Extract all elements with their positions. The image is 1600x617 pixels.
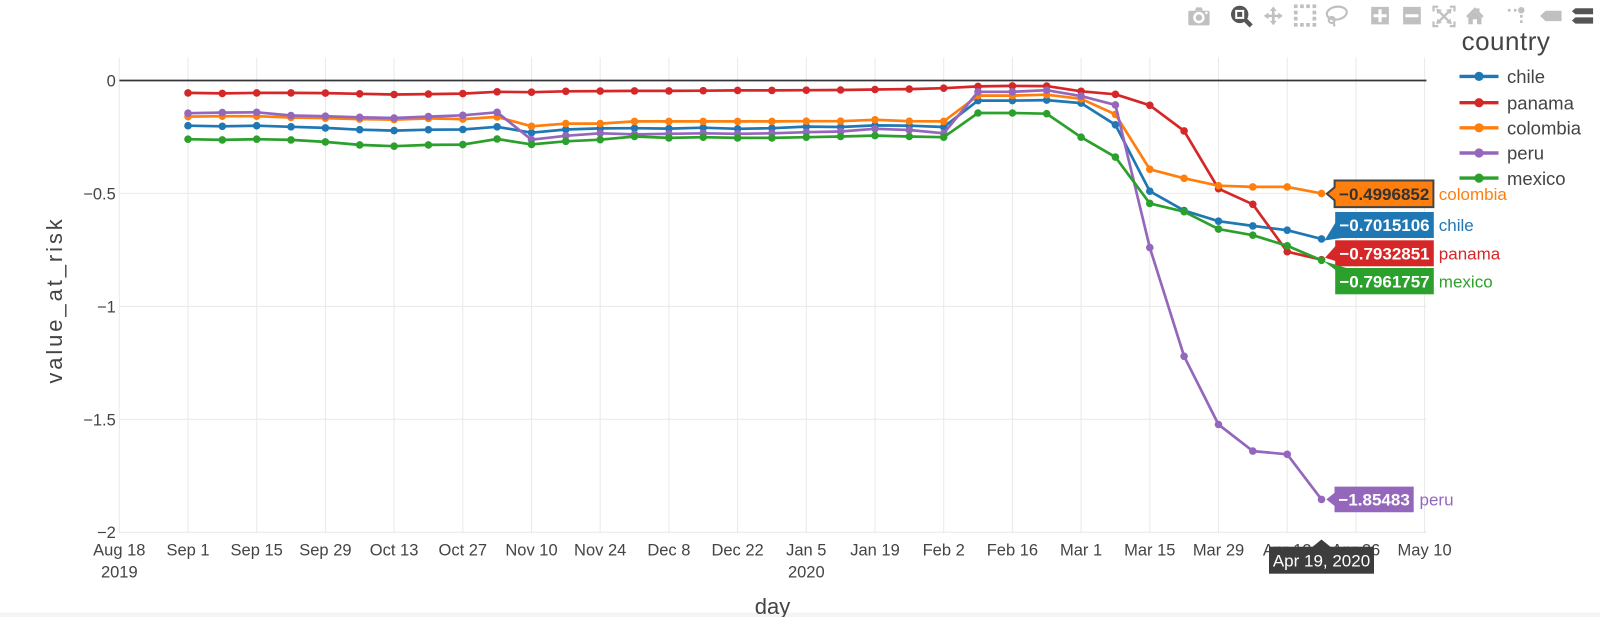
svg-text:Aug 18: Aug 18 — [93, 542, 145, 560]
svg-text:0: 0 — [107, 73, 116, 91]
svg-text:peru: peru — [1420, 491, 1454, 510]
svg-text:colombia: colombia — [1439, 185, 1508, 204]
svg-text:2019: 2019 — [101, 564, 138, 582]
svg-text:Mar 29: Mar 29 — [1193, 542, 1244, 560]
svg-text:−0.7961757: −0.7961757 — [1339, 272, 1429, 291]
svg-text:Apr 19, 2020: Apr 19, 2020 — [1273, 551, 1370, 570]
svg-text:Dec 22: Dec 22 — [711, 542, 763, 560]
svg-text:mexico: mexico — [1507, 168, 1566, 189]
svg-text:mexico: mexico — [1439, 272, 1493, 291]
svg-text:panama: panama — [1507, 92, 1575, 113]
svg-text:Oct 13: Oct 13 — [370, 542, 419, 560]
svg-text:−1.85483: −1.85483 — [1338, 491, 1409, 510]
svg-text:−0.4996852: −0.4996852 — [1339, 185, 1429, 204]
svg-text:colombia: colombia — [1507, 118, 1582, 139]
svg-text:Nov 24: Nov 24 — [574, 542, 626, 560]
svg-text:Jan 19: Jan 19 — [850, 542, 900, 560]
svg-text:Sep 15: Sep 15 — [231, 542, 283, 560]
svg-text:−1: −1 — [97, 298, 116, 316]
svg-text:−1.5: −1.5 — [83, 411, 116, 429]
svg-text:value_at_risk: value_at_risk — [42, 216, 67, 383]
svg-text:Oct 27: Oct 27 — [438, 542, 487, 560]
svg-text:−0.7932851: −0.7932851 — [1339, 245, 1429, 264]
svg-text:Sep 1: Sep 1 — [166, 542, 209, 560]
svg-text:Nov 10: Nov 10 — [505, 542, 557, 560]
svg-text:Dec 8: Dec 8 — [647, 542, 690, 560]
svg-text:peru: peru — [1507, 143, 1544, 164]
svg-text:Feb 2: Feb 2 — [923, 542, 965, 560]
svg-text:Feb 16: Feb 16 — [987, 542, 1038, 560]
svg-text:chile: chile — [1439, 216, 1474, 235]
svg-text:Jan 5: Jan 5 — [786, 542, 826, 560]
svg-text:Mar 15: Mar 15 — [1124, 542, 1175, 560]
svg-text:day: day — [755, 594, 790, 617]
svg-text:May 10: May 10 — [1398, 542, 1452, 560]
svg-text:−2: −2 — [97, 524, 116, 542]
svg-text:country: country — [1462, 26, 1551, 56]
svg-text:chile: chile — [1507, 66, 1545, 87]
svg-text:Sep 29: Sep 29 — [299, 542, 351, 560]
svg-text:−0.5: −0.5 — [83, 185, 116, 203]
svg-text:−0.7015106: −0.7015106 — [1339, 216, 1429, 235]
svg-text:Mar 1: Mar 1 — [1060, 542, 1102, 560]
svg-text:panama: panama — [1439, 245, 1501, 264]
svg-text:2020: 2020 — [788, 564, 825, 582]
